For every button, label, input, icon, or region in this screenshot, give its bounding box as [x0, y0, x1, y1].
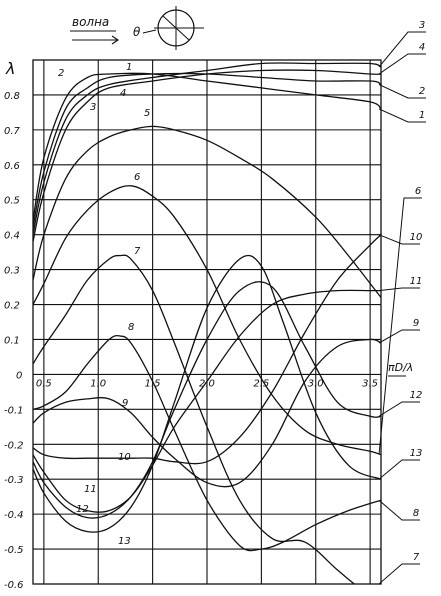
inset-wave-label: волна: [72, 15, 109, 29]
y-tick-label: 0.3: [4, 266, 20, 277]
x-tick-label: 3.5: [362, 378, 378, 389]
series-edge-label-9: 9: [413, 318, 419, 329]
y-tick-label: -0.2: [4, 440, 24, 451]
x-tick-label: 3.0: [308, 378, 324, 389]
series-line-2: [33, 72, 382, 229]
y-tick-label: 0.4: [4, 231, 20, 242]
y-tick-label: 0.6: [4, 161, 20, 172]
series-edge-label-13: 13: [410, 448, 423, 459]
series-edge-label-10: 10: [410, 232, 423, 243]
series-leader-8: [378, 499, 420, 521]
x-tick-label: 2.0: [199, 378, 215, 389]
series-edge-label-1: 1: [419, 110, 425, 121]
series-label-9: 9: [122, 398, 128, 409]
series-leader-9: [378, 329, 420, 344]
y-tick-label: 0.5: [4, 196, 20, 207]
series-label-13: 13: [118, 536, 131, 547]
inset-angle-symbol: θ: [133, 25, 141, 39]
inset-cylinder-diameter: [162, 15, 190, 41]
y-tick-label: -0.6: [4, 580, 24, 591]
y-axis-label: λ: [5, 59, 15, 78]
series-label-7: 7: [134, 246, 141, 257]
series-edge-label-8: 8: [413, 508, 419, 519]
series-leader-6: [378, 197, 422, 455]
x-tick-label: 2.5: [253, 378, 269, 389]
series-line-6: [33, 185, 382, 456]
y-tick-label: -0.5: [4, 545, 24, 556]
series-label-11: 11: [84, 484, 97, 495]
series-line-3: [33, 62, 382, 236]
series-leader-12: [378, 401, 420, 417]
series-leader-1: [378, 108, 426, 123]
series-label-2: 2: [58, 68, 64, 79]
y-tick-label: 0.1: [4, 335, 20, 346]
series-leader-4: [378, 53, 426, 75]
y-tick-label: -0.3: [4, 475, 24, 486]
series-leader-13: [378, 459, 420, 480]
series-label-8: 8: [128, 322, 134, 333]
series-line-11: [33, 289, 382, 513]
series-edge-label-12: 12: [410, 390, 423, 401]
x-tick-label: 1.5: [145, 378, 161, 389]
series-leader-11: [378, 287, 420, 292]
series-edge-label-7: 7: [413, 552, 420, 563]
y-tick-label: -0.1: [4, 405, 24, 416]
x-tick-label: 1.0: [90, 378, 106, 389]
inset-angle-arrow-icon: [142, 29, 157, 34]
x-tick-label: 0.5: [36, 378, 52, 389]
series-label-1: 1: [126, 62, 132, 73]
series-label-6: 6: [134, 172, 140, 183]
series-edge-label-4: 4: [419, 42, 425, 53]
series-label-12: 12: [76, 504, 89, 515]
series-line-10: [33, 234, 382, 465]
series-line-8: [33, 334, 382, 552]
series-leader-10: [378, 234, 420, 245]
inset-arrow-head-icon: [111, 35, 119, 45]
y-tick-label: 0.8: [4, 91, 20, 102]
y-tick-label: 0.7: [4, 126, 21, 137]
series-label-10: 10: [118, 452, 131, 463]
wave-inset: волна θ: [70, 6, 204, 50]
series-label-5: 5: [144, 108, 150, 119]
x-axis-label: πD/λ: [388, 361, 413, 374]
series-line-12: [33, 281, 382, 519]
series-leader-2: [378, 84, 426, 99]
series-edge-label-2: 2: [419, 86, 425, 97]
series-line-9: [33, 338, 382, 488]
series-label-3: 3: [90, 102, 96, 113]
y-tick-label: 0.2: [4, 301, 20, 312]
series-edge-label-6: 6: [415, 186, 421, 197]
y-tick-label: 0: [16, 370, 22, 381]
series-line-13: [33, 254, 382, 533]
series-label-4: 4: [120, 88, 126, 99]
tick-labels: 0.5 1.0 1.5 2.0 2.5 3.0 3.5 0.8 0.7 0.6 0.5 0.4 0.3 0…: [4, 91, 378, 591]
series-line-7: [33, 254, 356, 584]
series-edge-label-3: 3: [419, 20, 425, 31]
series-line-4: [33, 69, 382, 243]
series-leader-3: [378, 31, 426, 68]
series-edge-label-11: 11: [410, 276, 423, 287]
series-line-5: [33, 125, 382, 299]
curves: [33, 62, 382, 584]
y-tick-label: -0.4: [4, 510, 24, 521]
series-leader-7: [378, 563, 420, 585]
